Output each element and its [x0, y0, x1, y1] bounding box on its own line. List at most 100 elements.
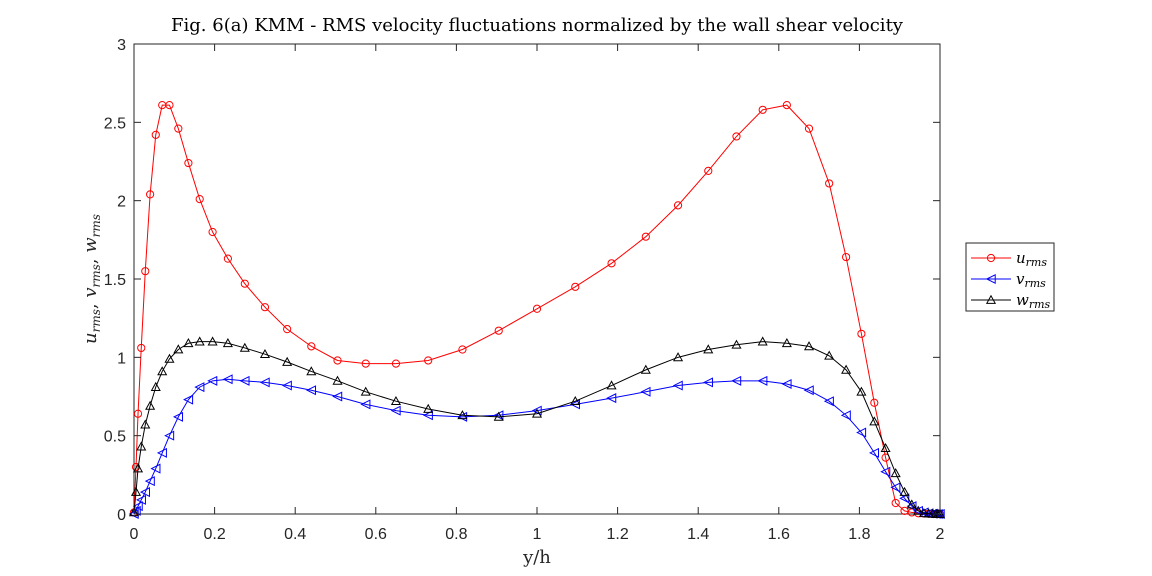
x-tick-label: 0	[130, 526, 139, 543]
data-point-w_rms	[856, 386, 867, 396]
data-point-w_rms	[913, 505, 924, 515]
data-point-u_rms	[804, 124, 814, 133]
data-point-v_rms	[731, 375, 742, 386]
data-point-u_rms	[307, 342, 316, 351]
data-point-w_rms	[493, 411, 504, 421]
data-point-u_rms	[151, 130, 160, 139]
data-point-w_rms	[423, 403, 434, 413]
data-point-v_rms	[239, 375, 250, 386]
data-point-u_rms	[607, 259, 616, 268]
x-tick-label: 1.8	[848, 526, 870, 543]
data-point-u_rms	[133, 409, 143, 418]
series-layer	[128, 101, 946, 520]
data-point-v_rms	[183, 394, 194, 405]
chart-title: Fig. 6(a) KMM - RMS velocity fluctuation…	[171, 15, 904, 36]
data-point-v_rms	[918, 507, 929, 518]
legend-marker-u_rms	[986, 253, 996, 263]
data-point-w_rms	[640, 364, 651, 374]
x-tick-label: 0.2	[203, 526, 225, 543]
data-point-v_rms	[132, 501, 143, 512]
y-tick-label: 3	[117, 37, 126, 54]
data-point-w_rms	[332, 375, 343, 385]
data-point-v_rms	[130, 505, 141, 516]
data-point-v_rms	[868, 447, 880, 458]
data-point-v_rms	[207, 375, 218, 386]
data-point-w_rms	[906, 499, 917, 509]
data-point-v_rms	[672, 380, 683, 391]
data-point-v_rms	[150, 463, 161, 474]
data-point-u_rms	[825, 179, 834, 188]
data-point-v_rms	[531, 405, 542, 416]
data-point-v_rms	[360, 399, 371, 410]
legend-marker-w_rms	[985, 294, 997, 304]
x-axis-label: y/h	[522, 547, 551, 568]
data-point-v_rms	[702, 377, 713, 388]
x-tick-label: 1	[533, 526, 542, 543]
y-tick-label: 1	[117, 350, 126, 367]
data-point-v_rms	[281, 380, 292, 391]
data-point-w_rms	[164, 353, 175, 363]
data-point-v_rms	[139, 487, 150, 498]
data-point-v_rms	[890, 482, 901, 493]
data-point-w_rms	[132, 463, 144, 473]
data-point-w_rms	[259, 348, 271, 359]
data-point-u_rms	[260, 303, 270, 312]
data-point-w_rms	[282, 356, 293, 366]
x-tick-label: 0.4	[284, 526, 306, 543]
data-point-u_rms	[704, 166, 713, 175]
data-point-v_rms	[306, 385, 317, 396]
data-point-u_rms	[532, 304, 542, 313]
data-point-u_rms	[673, 201, 683, 210]
legend-label-w_rms: wrms	[1016, 291, 1051, 311]
data-point-w_rms	[570, 395, 581, 406]
data-point-v_rms	[880, 466, 891, 477]
x-tick-label: 0.6	[365, 526, 387, 543]
data-point-w_rms	[183, 338, 194, 348]
data-point-w_rms	[869, 416, 880, 426]
data-point-w_rms	[239, 342, 250, 352]
data-point-u_rms	[195, 195, 204, 204]
series-line-w_rms	[133, 341, 940, 515]
data-point-v_rms	[840, 410, 851, 421]
series-v_rms	[128, 374, 945, 520]
data-point-v_rms	[144, 476, 155, 487]
y-tick-label: 2	[117, 194, 126, 211]
data-point-w_rms	[899, 486, 910, 496]
data-point-v_rms	[222, 374, 233, 385]
data-point-u_rms	[165, 101, 174, 110]
data-point-w_rms	[222, 338, 233, 348]
data-point-v_rms	[194, 382, 205, 393]
data-point-w_rms	[157, 366, 168, 376]
legend-label-u_rms: urms	[1016, 249, 1047, 269]
data-point-v_rms	[390, 405, 401, 416]
x-tick-label: 1.4	[687, 526, 709, 543]
data-point-u_rms	[758, 105, 767, 114]
data-point-w_rms	[703, 344, 714, 354]
data-point-u_rms	[146, 190, 155, 199]
y-tick-label: 0.5	[104, 429, 126, 446]
x-tick-label: 1.2	[606, 526, 628, 543]
data-point-u_rms	[137, 343, 146, 353]
data-point-v_rms	[332, 391, 343, 402]
data-point-v_rms	[156, 447, 167, 458]
data-point-w_rms	[918, 507, 929, 518]
data-point-v_rms	[422, 410, 433, 421]
data-point-u_rms	[174, 124, 183, 133]
data-point-v_rms	[823, 396, 834, 407]
data-point-w_rms	[136, 441, 147, 451]
data-point-u_rms	[184, 158, 193, 168]
data-point-u_rms	[732, 132, 741, 141]
data-point-u_rms	[361, 359, 370, 368]
data-point-w_rms	[306, 366, 317, 376]
data-point-v_rms	[640, 386, 651, 397]
data-point-v_rms	[781, 378, 792, 389]
data-point-u_rms	[842, 252, 851, 262]
plot-area	[133, 43, 941, 515]
series-line-u_rms	[133, 104, 940, 515]
data-point-w_rms	[781, 338, 792, 348]
data-point-w_rms	[145, 400, 156, 410]
data-point-w_rms	[841, 364, 852, 374]
data-point-w_rms	[360, 386, 371, 396]
data-point-u_rms	[870, 398, 879, 407]
